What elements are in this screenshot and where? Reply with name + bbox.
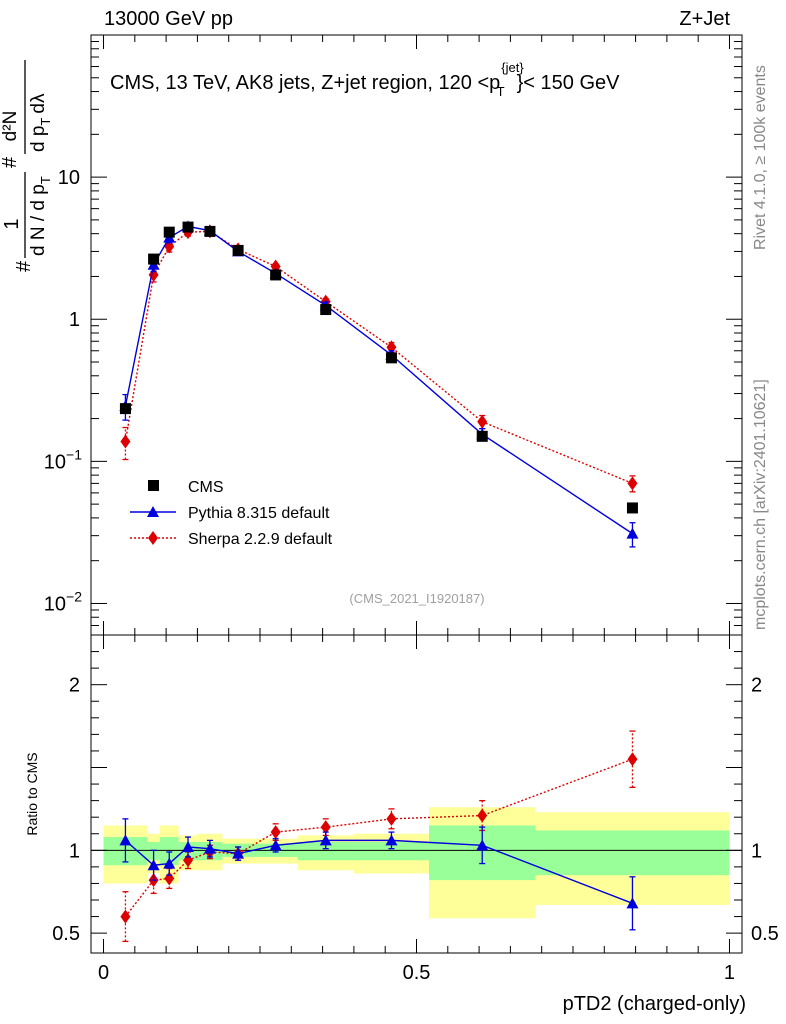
band-stat-7 <box>297 842 354 861</box>
ratio-y-tick-label-right-1: 1 <box>751 840 762 862</box>
ratio-y-tick-label-left-2: 2 <box>69 675 80 697</box>
ylabel-frac1-den: d N / d pT <box>28 176 53 256</box>
y-tick-label-3: 10 <box>58 167 80 189</box>
ratio-ylabel: Ratio to CMS <box>24 752 40 835</box>
ratio-point-pythia-1 <box>147 859 160 871</box>
main-point-cms-3 <box>182 221 194 233</box>
main-point-cms-6 <box>270 269 282 281</box>
ratio-point-sherpa-6 <box>270 825 281 840</box>
ratio-point-pythia-3 <box>182 841 195 852</box>
rivet-label: Rivet 4.1.0, ≥ 100k events <box>752 65 769 250</box>
ratio-y-tick-label-left-0: 0.5 <box>52 923 80 945</box>
y-tick-label-0: 10−2 <box>44 588 82 615</box>
main-point-cms-0 <box>119 403 131 415</box>
main-ylabel: # 1 d N / d pT # d²N d pTdλ <box>0 60 53 272</box>
ratio-point-sherpa-0 <box>120 909 131 924</box>
ratio-point-pythia-8 <box>385 834 398 846</box>
main-point-pythia-10 <box>626 527 639 539</box>
ratio-point-pythia-6 <box>269 839 282 851</box>
legend-label-sherpa: Sherpa 2.2.9 default <box>188 531 333 548</box>
ratio-point-pythia-0 <box>119 834 132 846</box>
legend-marker-sherpa <box>148 531 158 545</box>
y-tick-label-2: 1 <box>69 309 80 331</box>
main-point-sherpa-0 <box>120 434 131 449</box>
ylabel-frac1-num: 1 <box>1 218 23 229</box>
ratio-point-pythia-10 <box>626 897 639 909</box>
ylabel-hash-2: # <box>0 156 21 168</box>
legend-label-pythia: Pythia 8.315 default <box>188 505 330 522</box>
ratio-point-sherpa-9 <box>477 808 488 823</box>
ratio-point-pythia-4 <box>203 842 216 854</box>
ylabel-frac2-num: d²N <box>0 111 21 142</box>
main-point-cms-4 <box>204 225 216 237</box>
ratio-y-tick-label-left-1: 1 <box>69 840 80 862</box>
main-point-cms-1 <box>148 253 160 265</box>
main-point-cms-7 <box>320 304 332 316</box>
main-point-cms-5 <box>232 244 244 256</box>
header-energy: 13000 GeV pp <box>104 8 233 30</box>
main-axes: 10−2 10−1 1 10 <box>44 34 743 636</box>
ylabel-frac2-den: d pTdλ <box>28 93 53 152</box>
ratio-point-sherpa-7 <box>320 820 331 835</box>
ratio-y-tick-label-right-0: 0.5 <box>751 923 779 945</box>
main-point-cms-10 <box>626 502 638 514</box>
mcplots-label: mcplots.cern.ch [arXiv:2401.10621] <box>752 379 769 630</box>
x-tick-label-2: 1 <box>724 962 735 984</box>
band-stat-8 <box>353 842 430 861</box>
ratio-point-sherpa-10 <box>627 752 638 767</box>
main-point-cms-9 <box>476 430 488 442</box>
band-stat-2 <box>159 837 179 866</box>
main-point-cms-8 <box>385 352 397 364</box>
x-axis-label: pTD2 (charged-only) <box>563 993 746 1015</box>
legend-label-cms: CMS <box>188 479 224 496</box>
header-process: Z+Jet <box>679 8 730 30</box>
main-point-sherpa-9 <box>477 414 488 429</box>
main-line-sherpa <box>124 230 633 485</box>
main-point-cms-2 <box>163 226 175 238</box>
ratio-point-sherpa-8 <box>386 811 397 826</box>
ratio-y-tick-label-right-2: 2 <box>751 675 762 697</box>
ylabel-hash-1: # <box>13 260 35 272</box>
ratio-point-pythia-7 <box>319 834 332 846</box>
x-tick-label-1: 0.5 <box>403 962 431 984</box>
analysis-watermark: (CMS_2021_I1920187) <box>349 591 484 606</box>
ratio-line-sherpa <box>124 758 633 917</box>
legend-marker-pythia <box>147 506 159 517</box>
main-title: CMS, 13 TeV, AK8 jets, Z+jet region, 120… <box>110 60 620 99</box>
ratio-point-pythia-9 <box>476 839 489 851</box>
ratio-point-pythia-5 <box>232 847 245 859</box>
legend: CMS Pythia 8.315 default Sherpa 2.2.9 de… <box>130 479 333 548</box>
ratio-frame <box>90 634 743 954</box>
legend-marker-cms <box>148 480 159 491</box>
ratio-uncertainty-bands <box>103 807 730 919</box>
ratio-point-pythia-2 <box>163 857 176 869</box>
y-tick-label-1: 10−1 <box>44 446 82 473</box>
x-tick-label-0: 0 <box>98 962 109 984</box>
main-point-sherpa-10 <box>627 476 638 491</box>
band-stat-10 <box>535 830 730 876</box>
ratio-axes: 0 0.5 1 0.5 0.5 1 1 2 2 <box>52 634 779 984</box>
